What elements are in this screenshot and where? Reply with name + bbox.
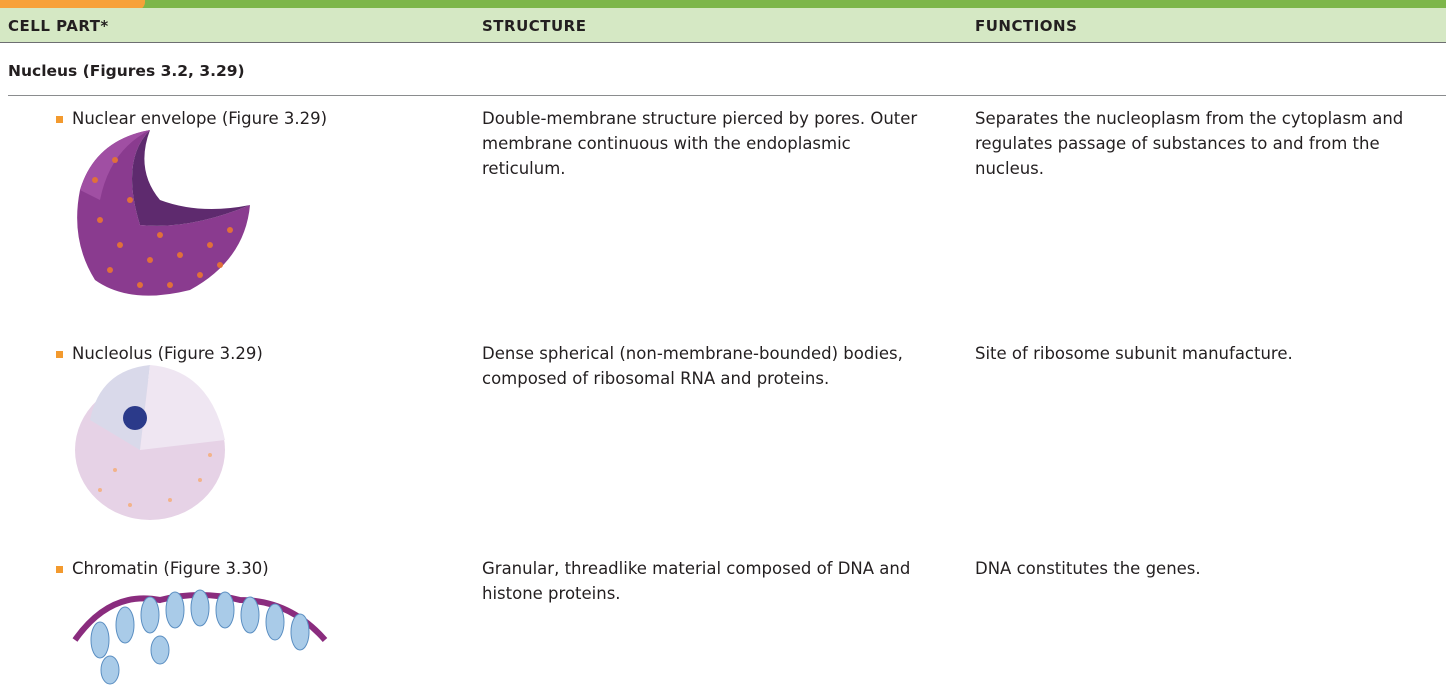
nucleolus-image — [75, 365, 225, 520]
tab — [0, 0, 145, 10]
header-rule — [0, 42, 1446, 43]
section-title: Nucleus (Figures 3.2, 3.29) — [8, 62, 245, 80]
bullet — [56, 351, 63, 358]
cell-part: Nuclear envelope (Figure 3.29) — [72, 109, 328, 128]
structure: Double-membrane structure pierced by por… — [482, 109, 918, 178]
nuclear-envelope-image — [77, 130, 250, 296]
section-rule — [8, 95, 1446, 96]
functions: DNA constitutes the genes. — [975, 559, 1201, 578]
column-header: STRUCTURE — [482, 17, 587, 35]
structure: Dense spherical (non-membrane-bounded) b… — [482, 344, 903, 388]
functions: Separates the nucleoplasm from the cytop… — [975, 109, 1404, 178]
column-header: CELL PART* — [8, 17, 109, 35]
column-header: FUNCTIONS — [975, 17, 1078, 35]
bullet — [56, 116, 63, 123]
structure: Granular, threadlike material composed o… — [482, 559, 911, 603]
cell-part: Nucleolus (Figure 3.29) — [72, 344, 263, 363]
chromatin-image — [72, 589, 328, 685]
bullet — [56, 566, 63, 573]
header-row — [0, 8, 1446, 42]
cell-part: Chromatin (Figure 3.30) — [72, 559, 269, 578]
functions: Site of ribosome subunit manufacture. — [975, 344, 1293, 363]
top-bar — [0, 0, 1446, 8]
